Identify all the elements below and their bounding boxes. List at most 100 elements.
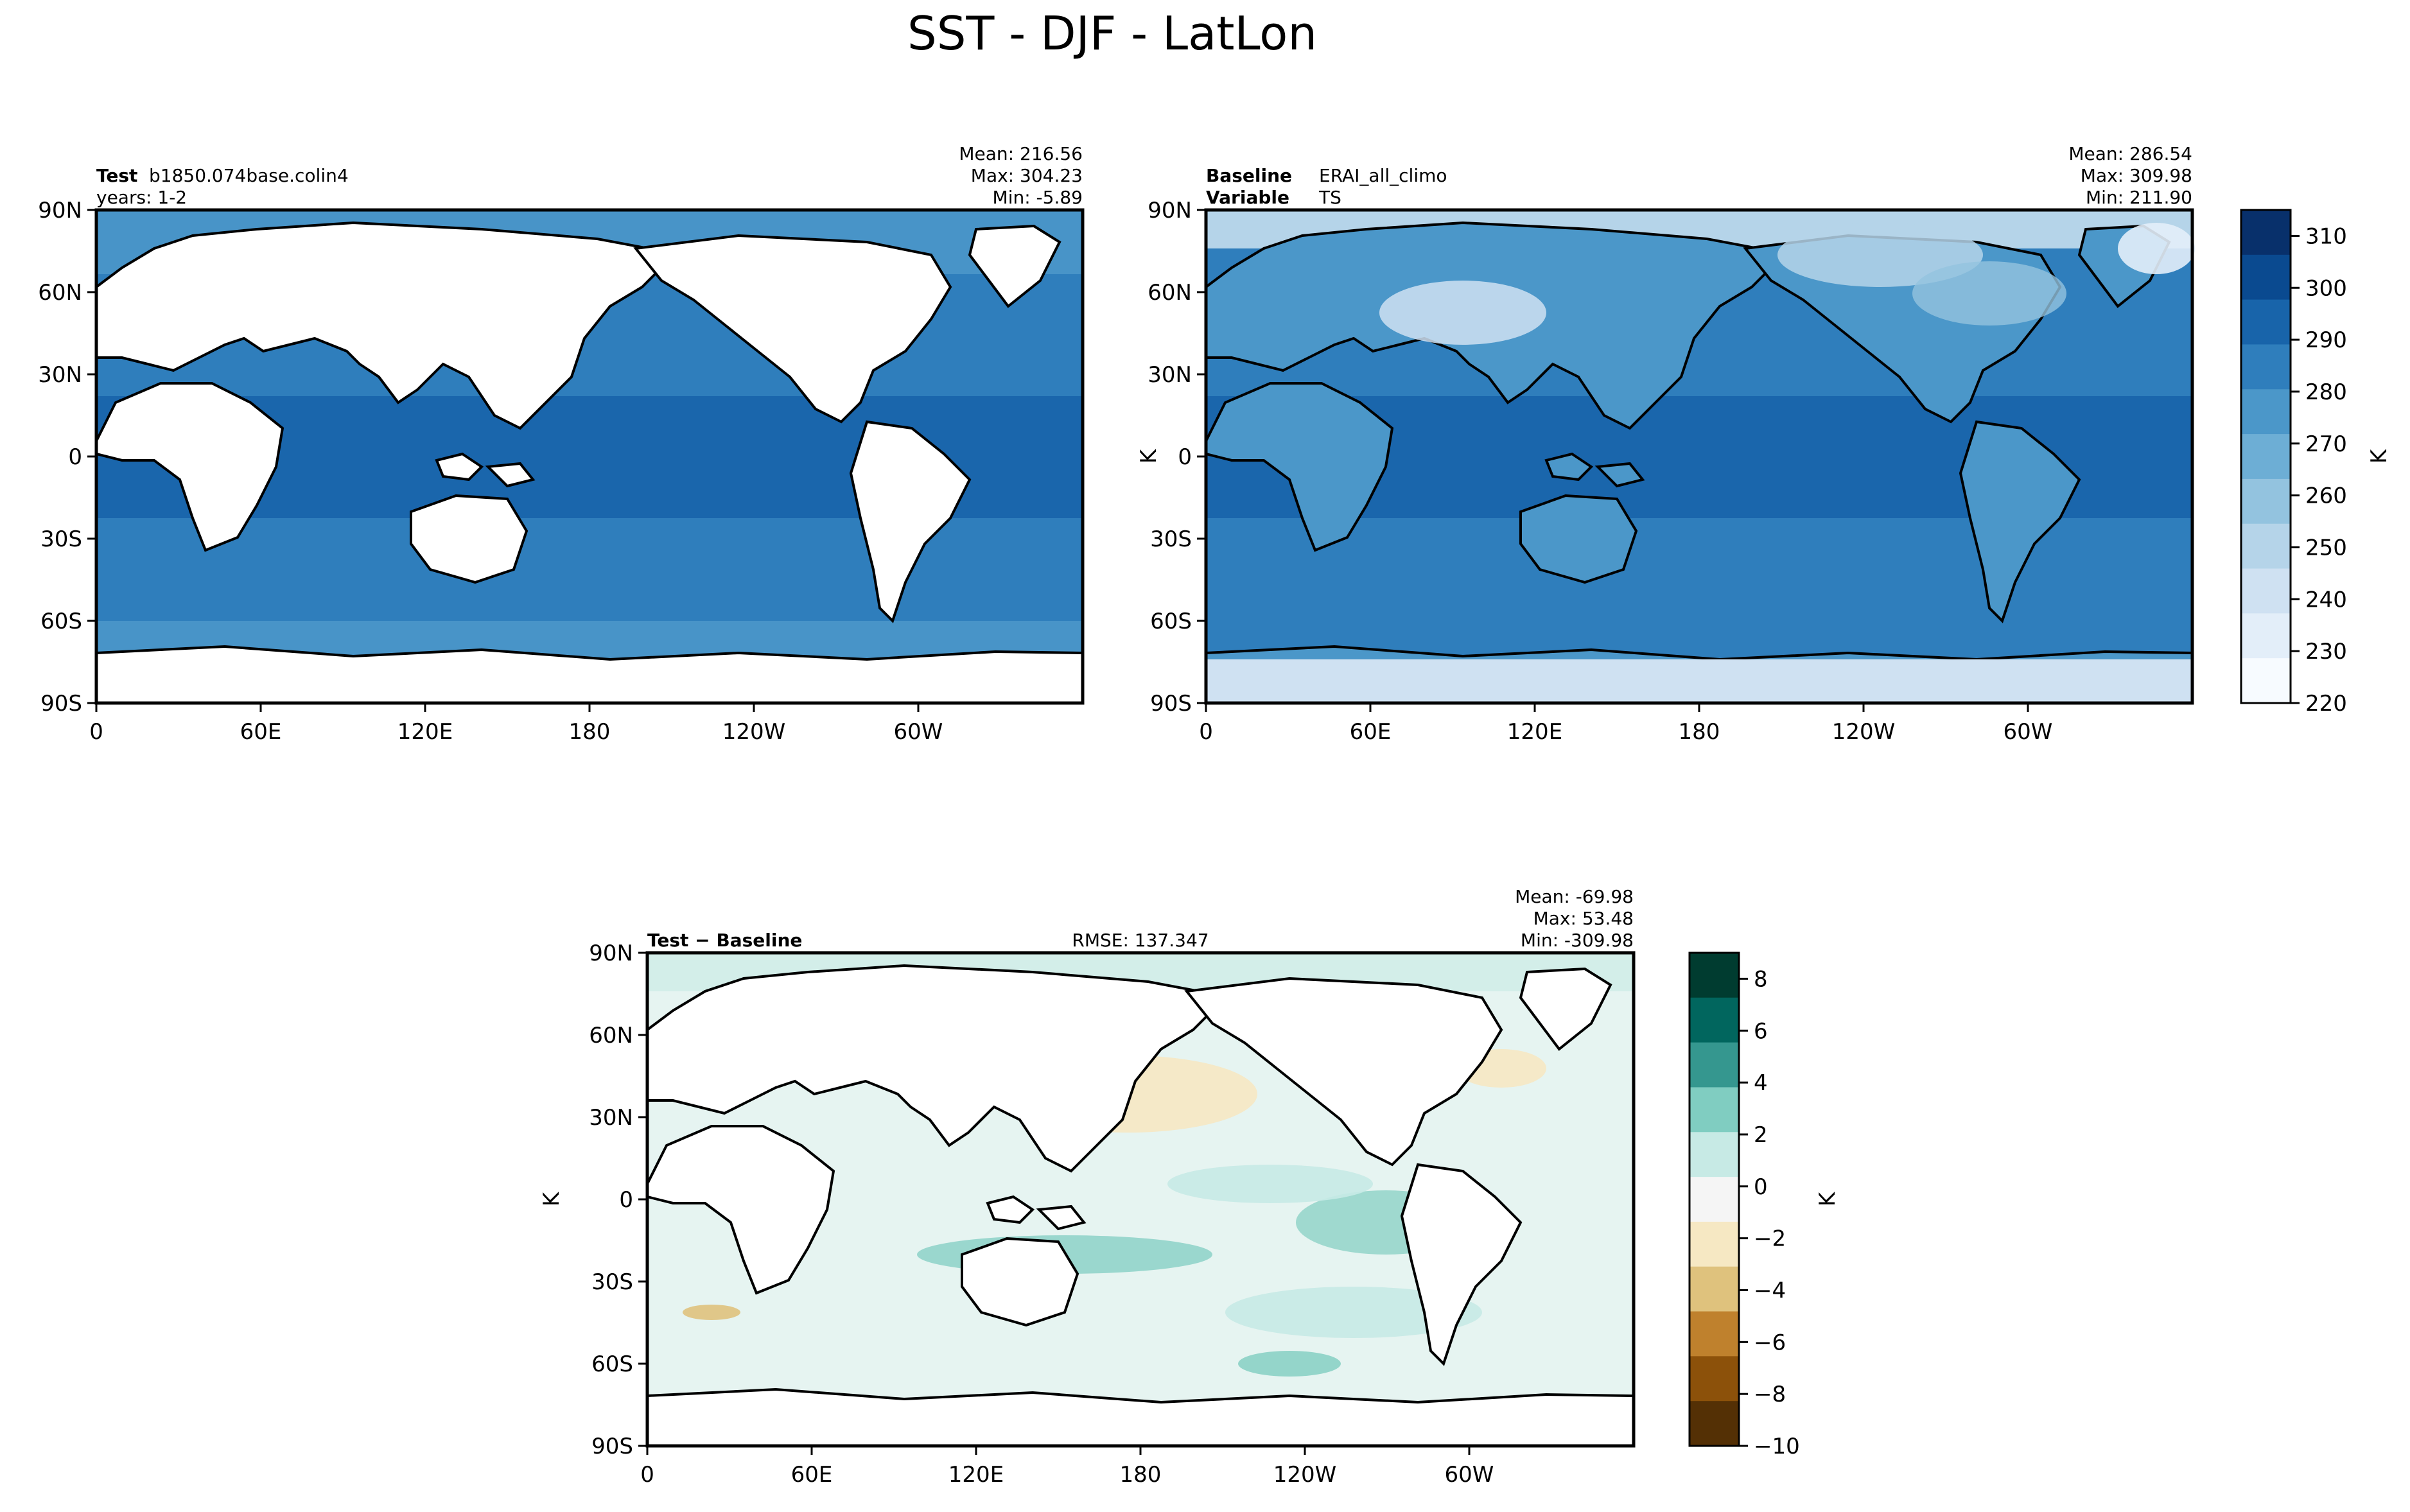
test-ytick-label: 30S [40, 526, 82, 552]
test-yticks: 90N 60N 30N 0 30S 60S 90S [38, 198, 96, 717]
test-xtick-label: 60E [240, 719, 282, 745]
colorbar-seq-tick-label: 280 [2305, 379, 2347, 405]
diff-ytick-label: 90S [591, 1434, 633, 1459]
baseline-ytick-label: 30S [1150, 526, 1192, 552]
test-ytick-label: 30N [38, 362, 82, 388]
diff-ytick-label: 30S [591, 1269, 633, 1295]
colorbar-div-cells [1690, 953, 1739, 1447]
baseline-variable-bold: Variable [1206, 187, 1289, 208]
test-stat-max: Max: 304.23 [971, 165, 1083, 186]
test-xtick-label: 120W [722, 719, 786, 745]
colorbar-seq-cell [2241, 478, 2291, 525]
colorbar-div-cell [1690, 1042, 1739, 1088]
baseline-stat-max: Max: 309.98 [2081, 165, 2192, 186]
diff-stat-max: Max: 53.48 [1533, 908, 1634, 929]
colorbar-seq-tick-label: 270 [2305, 431, 2347, 457]
diff-ylabel: K [539, 1191, 564, 1206]
baseline-stat-mean: Mean: 286.54 [2068, 143, 2192, 164]
colorbar-seq-tick-label: 250 [2305, 535, 2347, 560]
baseline-ytick-label: 30N [1148, 362, 1192, 388]
panel-test: Test b1850.074base.colin4 years: 1-2 Mea… [38, 143, 1085, 745]
test-label-bold: Test [96, 165, 137, 186]
baseline-ylabel: K [1136, 448, 1162, 464]
baseline-xtick-label: 60W [2004, 719, 2053, 745]
colorbar-div-ticks: 8 6 4 2 0 −2 −4 −6 −8 −10 [1739, 966, 1800, 1459]
test-stat-mean: Mean: 216.56 [959, 143, 1083, 164]
baseline-yticks: 90N 60N 30N 0 30S 60S 90S [1148, 198, 1206, 717]
diff-xtick-label: 120E [948, 1462, 1004, 1488]
diff-stat-min: Min: -309.98 [1521, 930, 1634, 951]
colorbar-div-cell [1690, 1311, 1739, 1357]
baseline-ytick-label: 90N [1148, 198, 1192, 223]
baseline-ytick-label: 0 [1178, 444, 1192, 470]
diff-ytick-label: 90N [589, 941, 633, 966]
diff-label-bold: Test − Baseline [647, 930, 802, 951]
diff-xtick-label: 0 [640, 1462, 654, 1488]
test-xticks: 0 60E 120E 180 120W 60W [89, 703, 943, 745]
colorbar-seq-cell [2241, 523, 2291, 569]
test-label-value: b1850.074base.colin4 [149, 165, 349, 186]
diff-stat-mean: Mean: -69.98 [1515, 886, 1634, 907]
colorbar-div-cell [1690, 953, 1739, 998]
colorbar-div-cell [1690, 1221, 1739, 1267]
baseline-xtick-label: 120W [1832, 719, 1896, 745]
colorbar-seq-tick-label: 290 [2305, 327, 2347, 353]
diff-xtick-label: 180 [1120, 1462, 1162, 1488]
test-ytick-label: 90S [40, 691, 82, 717]
colorbar-div-tick-label: 4 [1754, 1070, 1768, 1096]
colorbar-div-cell [1690, 1177, 1739, 1222]
colorbar-seq-tick-label: 260 [2305, 483, 2347, 509]
colorbar-seq-cell [2241, 254, 2291, 300]
colorbar-div-tick-label: −6 [1754, 1330, 1786, 1355]
diff-ytick-label: 30N [589, 1105, 633, 1131]
diff-xticks: 0 60E 120E 180 120W 60W [640, 1446, 1494, 1488]
test-ytick-label: 60N [38, 280, 82, 306]
colorbar-seq-tick-label: 240 [2305, 587, 2347, 613]
diff-xtick-label: 60E [791, 1462, 833, 1488]
diff-ytick-label: 60S [591, 1351, 633, 1377]
baseline-stat-min: Min: 211.90 [2086, 187, 2192, 208]
test-xtick-label: 0 [89, 719, 103, 745]
colorbar-div-tick-label: −10 [1754, 1434, 1800, 1459]
baseline-ytick-label: 60S [1150, 609, 1192, 634]
figure-title: SST - DJF - LatLon [907, 6, 1317, 60]
colorbar-div-cell [1690, 1132, 1739, 1177]
baseline-label-bold: Baseline [1206, 165, 1292, 186]
panel-baseline: Baseline ERAI_all_climo Variable TS Mean… [1136, 143, 2195, 745]
baseline-ytick-label: 90S [1150, 691, 1192, 717]
test-map [94, 208, 1085, 705]
colorbar-seq-cell [2241, 434, 2291, 480]
test-xtick-label: 60W [894, 719, 943, 745]
colorbar-div-cell [1690, 1087, 1739, 1133]
test-stat-min: Min: -5.89 [993, 187, 1083, 208]
colorbar-seq: 310 300 290 280 270 260 250 240 230 220 K [2240, 209, 2392, 717]
baseline-xtick-label: 180 [1679, 719, 1720, 745]
colorbar-div-label: K [1815, 1191, 1840, 1206]
colorbar-seq-cell [2241, 658, 2291, 704]
colorbar-div-cell [1690, 997, 1739, 1043]
test-ytick-label: 60S [40, 609, 82, 634]
colorbar-div-tick-label: 2 [1754, 1122, 1768, 1148]
colorbar-seq-tick-label: 300 [2305, 275, 2347, 301]
baseline-xtick-label: 120E [1507, 719, 1562, 745]
colorbar-seq-ticks: 310 300 290 280 270 260 250 240 230 220 [2291, 223, 2347, 717]
diff-yticks: 90N 60N 30N 0 30S 60S 90S [589, 941, 647, 1459]
colorbar-div-tick-label: 8 [1754, 966, 1768, 992]
baseline-xticks: 0 60E 120E 180 120W 60W [1199, 703, 2052, 745]
diff-xtick-label: 60W [1445, 1462, 1494, 1488]
colorbar-div-cell [1690, 1356, 1739, 1402]
colorbar-seq-label: K [2366, 448, 2392, 464]
colorbar-div-tick-label: 6 [1754, 1018, 1768, 1044]
panel-diff: Test − Baseline RMSE: 137.347 Mean: -69.… [539, 886, 1636, 1488]
colorbar-seq-tick-label: 230 [2305, 639, 2347, 665]
test-ytick-label: 90N [38, 198, 82, 223]
colorbar-seq-cell [2241, 210, 2291, 256]
colorbar-seq-tick-label: 220 [2305, 691, 2347, 717]
diff-rmse: RMSE: 137.347 [1072, 930, 1209, 951]
colorbar-seq-cell [2241, 389, 2291, 435]
baseline-xtick-label: 0 [1199, 719, 1213, 745]
baseline-map [1204, 208, 2195, 705]
diff-ytick-label: 0 [619, 1187, 633, 1213]
colorbar-div-tick-label: −4 [1754, 1278, 1786, 1303]
